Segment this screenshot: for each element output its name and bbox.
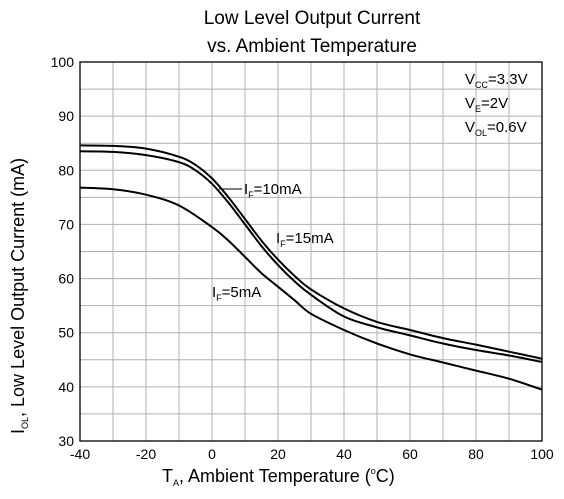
x-axis-label-sub: A — [173, 478, 179, 488]
y-tick-label: 50 — [58, 325, 74, 341]
condition-vol-sub: OL — [475, 128, 487, 138]
plot-frame — [79, 61, 543, 442]
x-axis-label-main: T — [162, 466, 173, 486]
condition-vol-rest: =0.6V — [487, 119, 527, 136]
series-label-5ma: IF=5mA — [212, 284, 261, 303]
series-label-15ma-sub: F — [280, 239, 286, 249]
condition-vcc-main: V — [465, 71, 475, 88]
chart-title-line1: Low Level Output Current — [204, 8, 421, 29]
condition-ve-rest: =2V — [481, 95, 508, 112]
series-label-10ma: IF=10mA — [244, 181, 302, 200]
y-tick-label: 70 — [58, 216, 74, 232]
grid-layer — [80, 62, 542, 441]
condition-ve: VE=2V — [465, 95, 508, 114]
y-tick-label: 80 — [58, 162, 74, 178]
series-label-5ma-main: I — [212, 284, 216, 301]
y-axis-label: IOL, Low Level Output Current (mA) — [8, 158, 30, 434]
x-tick-label: 80 — [468, 446, 484, 462]
y-tick-label: 60 — [58, 271, 74, 287]
series-line-15ma — [79, 150, 543, 363]
series-label-15ma: IF=15mA — [276, 230, 334, 249]
x-tick-label: 60 — [402, 446, 418, 462]
y-tick-label: 40 — [58, 379, 74, 395]
x-axis-label-unit: C) — [376, 466, 395, 486]
series-label-10ma-sub: F — [248, 190, 254, 200]
y-axis-label-main: I — [8, 429, 28, 434]
series-label-5ma-sub: F — [216, 293, 222, 303]
condition-vcc-sub: CC — [475, 80, 488, 90]
series-line-5ma — [79, 186, 543, 391]
x-tick-label: 40 — [336, 446, 352, 462]
condition-vcc-rest: =3.3V — [488, 71, 528, 88]
x-tick-label: 20 — [270, 446, 286, 462]
series-label-5ma-rest: =5mA — [222, 284, 262, 301]
y-tick-label: 30 — [58, 433, 74, 449]
y-tick-label: 90 — [58, 108, 74, 124]
x-tick-label: 100 — [530, 446, 554, 462]
condition-ve-main: V — [465, 95, 475, 112]
x-axis-label-rest: , Ambient Temperature ( — [179, 466, 371, 486]
x-axis-label: TA, Ambient Temperature (oC) — [162, 466, 395, 488]
tick-layer: -40 -20 0 20 40 60 80 100 30 40 50 60 70 80 90 100 — [51, 54, 554, 462]
x-tick-label: -20 — [136, 446, 156, 462]
series-label-10ma-rest: =10mA — [254, 181, 302, 198]
curve-layer — [79, 144, 543, 391]
series-label-10ma-main: I — [244, 181, 248, 198]
series-line-10ma — [79, 144, 543, 360]
x-tick-label: 0 — [208, 446, 216, 462]
y-axis-label-rest: , Low Level Output Current (mA) — [8, 158, 28, 417]
chart-title-line2: vs. Ambient Temperature — [207, 36, 417, 57]
y-axis-label-sub: OL — [20, 417, 30, 429]
conditions-box: VCC=3.3V VE=2V VOL=0.6V — [465, 71, 528, 138]
x-tick-label: -40 — [70, 446, 90, 462]
condition-ve-sub: E — [475, 104, 481, 114]
x-axis-label-degree: o — [371, 466, 376, 476]
condition-vol: VOL=0.6V — [465, 119, 527, 138]
condition-vol-main: V — [465, 119, 475, 136]
series-label-15ma-rest: =15mA — [286, 230, 334, 247]
condition-vcc: VCC=3.3V — [465, 71, 528, 90]
y-tick-label: 100 — [51, 54, 75, 70]
series-label-15ma-main: I — [276, 230, 280, 247]
